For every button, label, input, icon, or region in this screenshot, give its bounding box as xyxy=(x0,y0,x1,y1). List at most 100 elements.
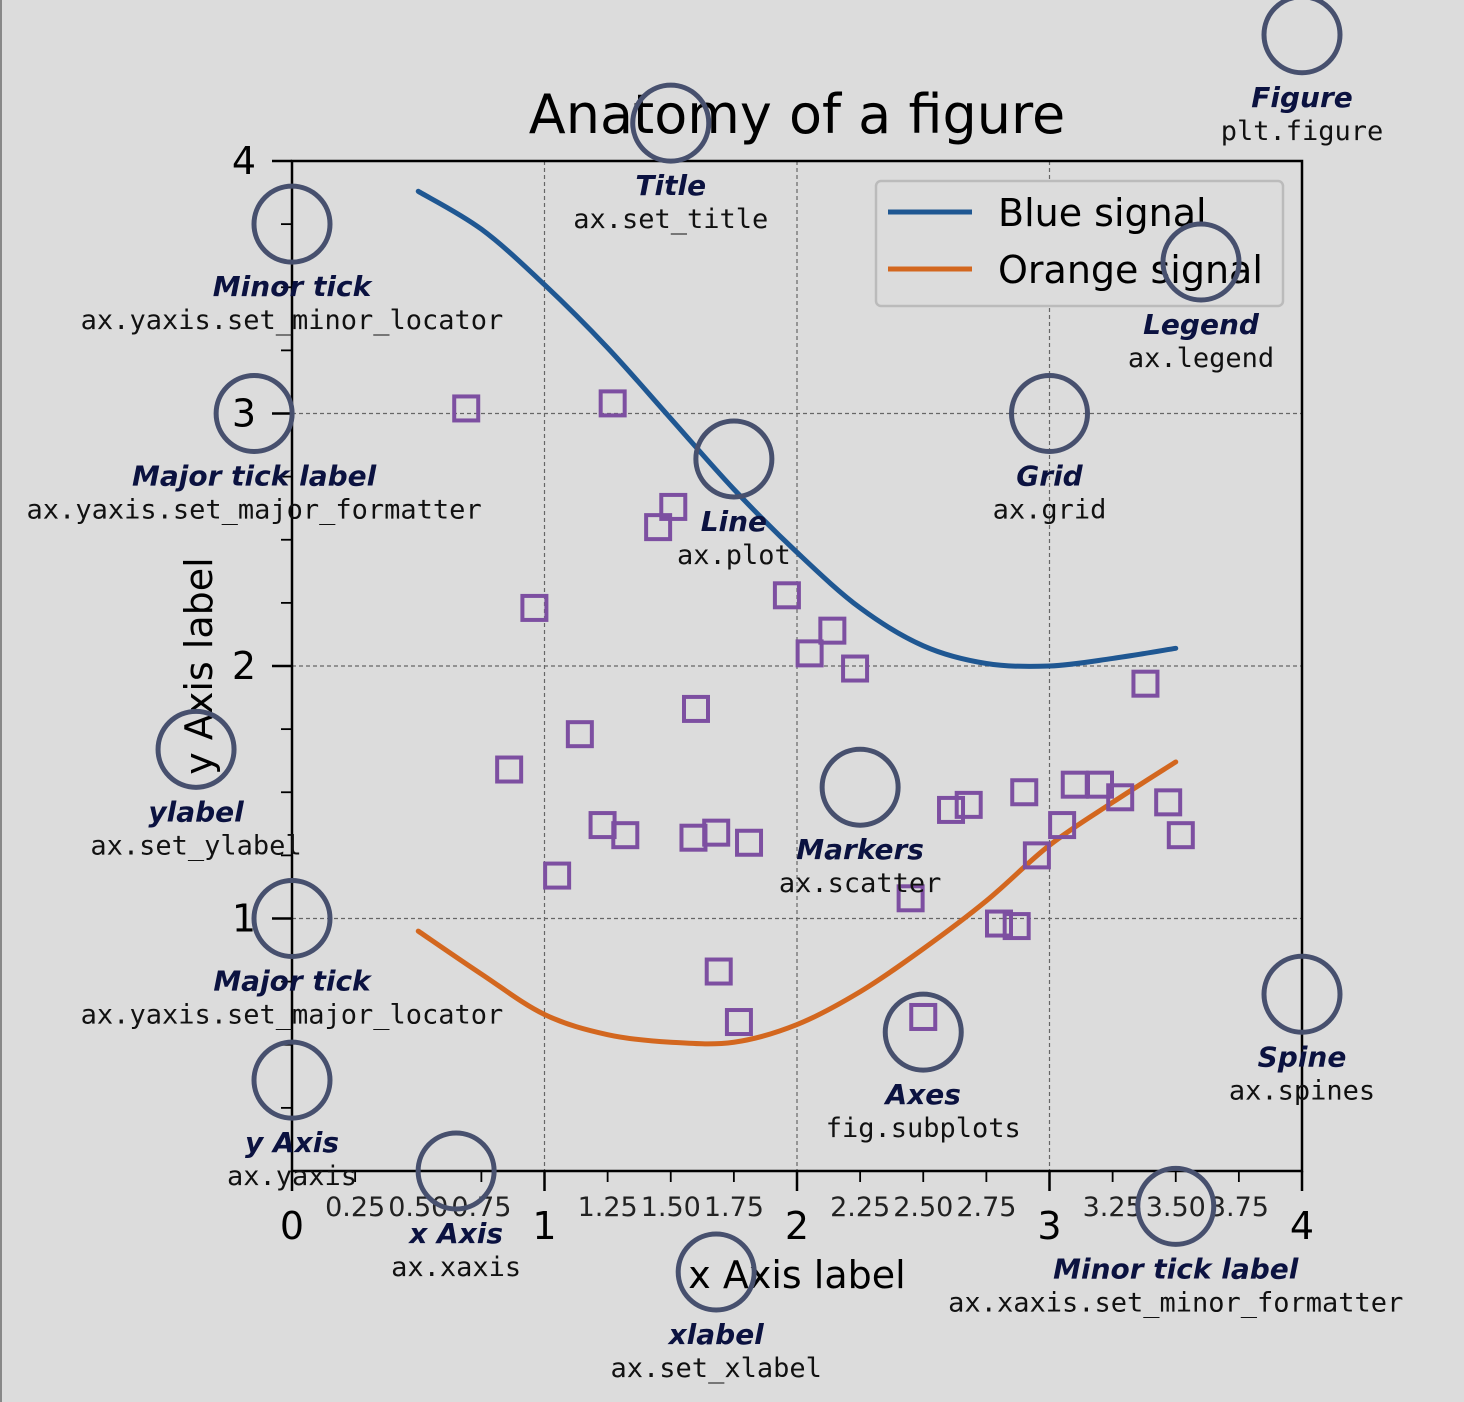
scatter-marker xyxy=(682,694,710,723)
scatter-markers xyxy=(452,389,1195,1037)
scatter-marker xyxy=(1002,912,1031,941)
blue-signal-line xyxy=(415,188,1179,669)
annotation-circle-x-axis xyxy=(415,1130,497,1212)
y-major-tick-label: 2 xyxy=(232,644,256,688)
scatter-marker xyxy=(565,720,594,749)
x-major-tick-label: 1 xyxy=(532,1204,556,1248)
annotation-circle-major-tick-label xyxy=(213,373,295,454)
annotation-circle-title xyxy=(630,82,712,164)
x-minor-tick-label: 1.25 xyxy=(578,1192,638,1223)
annotation-circle-figure xyxy=(1261,0,1343,76)
x-minor-tick-label: 1.50 xyxy=(641,1192,701,1223)
scatter-marker xyxy=(1131,669,1160,698)
x-minor-tick-label: 1.75 xyxy=(704,1192,764,1223)
scatter-marker xyxy=(841,654,870,683)
annotation-circle-minor-tick-label xyxy=(1135,1165,1217,1247)
scatter-marker xyxy=(704,957,733,986)
x-major-tick-label: 3 xyxy=(1037,1204,1061,1248)
annotation-label-markers: Markers xyxy=(796,833,924,866)
scatter-marker xyxy=(1166,821,1195,850)
annotation-label-ylabel: ylabel xyxy=(148,795,244,828)
scatter-marker xyxy=(772,581,801,610)
scatter-marker xyxy=(1048,811,1077,840)
scatter-marker xyxy=(1106,783,1135,812)
scatter-marker xyxy=(1010,778,1039,807)
annotation-circle-xlabel xyxy=(675,1231,757,1313)
scatter-marker xyxy=(1154,788,1183,817)
scatter-marker xyxy=(724,1008,753,1037)
scatter-marker xyxy=(644,513,673,542)
annotation-label-grid: Grid xyxy=(1016,460,1083,493)
y-axis-label: y Axis label xyxy=(177,557,221,774)
annotation-label-xlabel: xlabel xyxy=(667,1318,765,1351)
annotation-circle-major-tick xyxy=(251,878,333,959)
scatter-marker xyxy=(909,1002,938,1031)
scatter-marker xyxy=(954,790,983,819)
x-minor-tick-label: 2.50 xyxy=(893,1192,953,1223)
annotation-circle-minor-tick xyxy=(251,183,333,265)
scatter-marker xyxy=(795,639,824,668)
annotation-label-line: Line xyxy=(701,505,767,538)
annotation-label-x-axis: x Axis xyxy=(407,1217,503,1250)
annotation-label-figure: Figure xyxy=(1251,81,1353,114)
annotation-label-y-axis: y Axis xyxy=(245,1126,339,1159)
scatter-marker xyxy=(818,616,847,645)
annotation-code-major-tick-label: ax.yaxis.set_major_formatter xyxy=(27,495,482,526)
annotation-code-major-tick: ax.yaxis.set_major_locator xyxy=(81,1000,504,1031)
chart-title: Anatomy of a figure xyxy=(529,83,1065,146)
annotation-circle-markers xyxy=(819,746,901,828)
legend-label-blue: Blue signal xyxy=(998,191,1207,235)
scatter-marker xyxy=(520,593,549,622)
annotation-code-title: ax.set_title xyxy=(573,204,768,235)
scatter-marker xyxy=(937,795,966,824)
annotation-code-y-axis: ax.yaxis xyxy=(227,1161,357,1192)
annotation-code-line: ax.plot xyxy=(677,540,791,571)
legend-box xyxy=(874,179,1285,308)
scatter-marker xyxy=(598,389,627,418)
annotation-label-major-tick-label: Major tick label xyxy=(132,460,377,493)
annotation-circle-y-axis xyxy=(251,1039,333,1121)
annotation-code-minor-tick-label: ax.xaxis.set_minor_formatter xyxy=(948,1287,1403,1318)
annotation-code-grid: ax.grid xyxy=(993,495,1107,526)
annotation-circle-grid xyxy=(1009,373,1090,454)
x-major-tick-label: 0 xyxy=(280,1204,304,1248)
x-minor-tick-label: 0.25 xyxy=(325,1192,385,1223)
annotation-code-spine: ax.spines xyxy=(1229,1075,1375,1106)
annotation-label-minor-tick-label: Minor tick label xyxy=(1053,1252,1299,1285)
x-minor-tick-label: 3.50 xyxy=(1146,1192,1206,1223)
annotation-code-minor-tick: ax.yaxis.set_minor_locator xyxy=(81,305,504,336)
x-minor-tick-label: 0.50 xyxy=(388,1192,448,1223)
annotation-circle-axes xyxy=(882,991,964,1073)
scatter-marker xyxy=(735,828,764,857)
annotation-circle-legend xyxy=(1160,221,1242,303)
annotation-label-legend: Legend xyxy=(1143,308,1260,341)
legend: Blue signal Orange signal xyxy=(874,179,1285,308)
annotation-label-axes: Axes xyxy=(884,1078,961,1111)
annotation-label-major-tick: Major tick xyxy=(213,965,373,998)
annotation-code-ylabel: ax.set_ylabel xyxy=(90,830,301,861)
x-minor-tick-label: 2.25 xyxy=(830,1192,890,1223)
scatter-marker xyxy=(1022,841,1051,870)
annotation-code-figure: plt.figure xyxy=(1221,116,1384,147)
scatter-marker xyxy=(985,909,1013,938)
annotation-code-markers: ax.scatter xyxy=(779,868,942,899)
annotation-circle-line xyxy=(693,418,775,500)
x-axis-label: x Axis label xyxy=(688,1253,905,1297)
scatter-marker xyxy=(659,492,688,521)
y-major-tick-label: 4 xyxy=(232,139,256,183)
x-major-tick-label: 4 xyxy=(1290,1204,1314,1248)
annotation-label-minor-tick: Minor tick xyxy=(213,270,374,303)
annotation-code-xlabel: ax.set_xlabel xyxy=(611,1353,822,1384)
legend-label-orange: Orange signal xyxy=(998,248,1263,292)
scatter-marker xyxy=(495,755,524,784)
x-minor-tick-label: 2.75 xyxy=(956,1192,1016,1223)
ticks: 0 1 2 3 40.25 0.50 0.75 1.25 1.50 1.75 2.25 2.50 2.7… xyxy=(232,139,1314,1248)
annotation-circle-spine xyxy=(1261,953,1343,1035)
scatter-marker xyxy=(679,823,708,852)
x-minor-tick-label: 3.75 xyxy=(1209,1192,1269,1223)
x-minor-tick-label: 3.25 xyxy=(1083,1192,1143,1223)
annotation-code-axes: fig.subplots xyxy=(826,1113,1021,1144)
annotation-label-spine: Spine xyxy=(1258,1040,1347,1073)
